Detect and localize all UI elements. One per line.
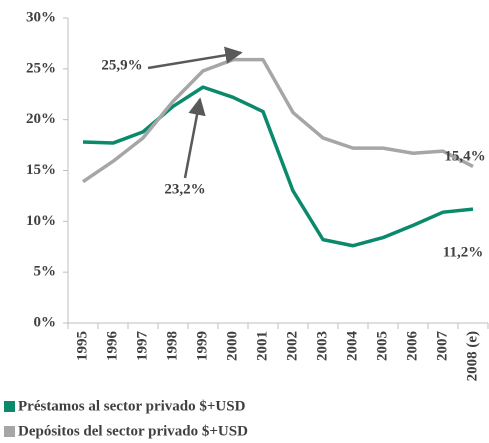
y-tick-label: 30%	[26, 9, 56, 25]
series-line	[82, 57, 474, 184]
x-tick-label: 1999	[194, 331, 210, 361]
x-tick-label: 1996	[104, 331, 120, 362]
y-tick-label: 15%	[26, 162, 56, 178]
series-line	[82, 85, 474, 248]
x-tick-label: 2005	[374, 331, 390, 361]
x-tick-label: 2006	[404, 331, 420, 362]
y-tick-label: 0%	[34, 314, 57, 330]
legend-swatch	[4, 426, 15, 437]
legend-label: Depósitos del sector privado $+USD	[18, 423, 248, 439]
x-tick-label: 2001	[254, 331, 270, 361]
x-tick-label: 1995	[74, 331, 90, 361]
annotation-arrow	[147, 46, 243, 70]
data-label: 23,2%	[164, 181, 205, 197]
x-tick-label: 1998	[164, 331, 180, 361]
y-tick-label: 10%	[26, 213, 56, 229]
y-tick-label: 20%	[26, 111, 56, 127]
x-tick-label: 2000	[224, 331, 240, 361]
y-tick-label: 25%	[26, 60, 56, 76]
legend-swatch	[4, 401, 15, 412]
x-tick-label: 2007	[434, 331, 450, 362]
x-tick-label: 2008 (e)	[464, 331, 480, 381]
data-label: 25,9%	[101, 57, 142, 73]
x-tick-label: 1997	[134, 331, 150, 362]
data-label: 11,2%	[443, 244, 483, 260]
y-tick-label: 5%	[34, 264, 57, 280]
x-tick-label: 2002	[284, 331, 300, 361]
x-tick-label: 2003	[314, 331, 330, 361]
x-tick-label: 2004	[344, 331, 360, 362]
legend-label: Préstamos al sector privado $+USD	[18, 398, 246, 414]
data-label: 15,4%	[444, 148, 485, 164]
annotation-arrow	[183, 97, 206, 179]
